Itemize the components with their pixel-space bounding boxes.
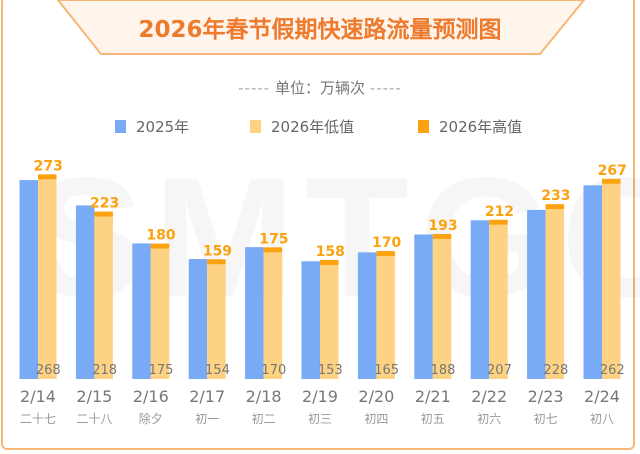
x-tick-lunar: 二十八 xyxy=(76,412,112,426)
bar-2025 xyxy=(301,261,320,379)
label-2026-high: 223 xyxy=(90,196,119,212)
bar-2026-low xyxy=(602,183,621,379)
legend-item-2026-low: 2026年低值 xyxy=(250,116,354,137)
bar-2026-low xyxy=(263,252,283,379)
bar-2026-high-cap xyxy=(94,211,113,217)
x-tick-date: 2/23 xyxy=(528,387,564,406)
label-2026-low: 228 xyxy=(543,363,568,378)
x-tick-date: 2/24 xyxy=(584,387,620,406)
bar-2026-high-cap xyxy=(150,243,170,249)
label-2026-high: 180 xyxy=(146,228,175,244)
legend-item-2026-high: 2026年高值 xyxy=(418,116,522,137)
x-tick-lunar: 初二 xyxy=(252,412,276,426)
x-tick-date: 2/16 xyxy=(133,387,169,406)
x-tick-date: 2/20 xyxy=(358,387,394,406)
bar-2026-low xyxy=(150,248,170,379)
bar-2025 xyxy=(583,185,602,379)
x-tick-date: 2/18 xyxy=(246,387,282,406)
x-tick-date: 2/15 xyxy=(76,387,112,406)
x-tick-date: 2/19 xyxy=(302,387,338,406)
x-tick-lunar: 二十七 xyxy=(20,412,56,426)
bar-2026-low xyxy=(207,264,226,379)
label-2026-high: 158 xyxy=(316,244,345,260)
legend-label: 2026年低值 xyxy=(271,118,355,136)
label-2026-low: 268 xyxy=(36,363,61,378)
label-2026-low: 218 xyxy=(92,363,117,378)
bar-2026-high-cap xyxy=(207,259,226,265)
legend: 2025年 2026年低值 2026年高值 xyxy=(0,116,640,136)
legend-swatch xyxy=(250,120,261,133)
bar-2026-high-cap xyxy=(602,178,621,184)
bar-2025 xyxy=(188,259,208,379)
bar-2026-low xyxy=(94,216,113,379)
bar-2025 xyxy=(527,209,546,379)
chart-title: 2026年春节假期快速路流量预测图 xyxy=(138,17,502,43)
bar-2026-high-cap xyxy=(545,204,565,210)
label-2026-low: 165 xyxy=(374,363,399,378)
legend-label: 2026年高值 xyxy=(439,118,523,136)
bar-2025 xyxy=(19,180,38,379)
bar-2026-low xyxy=(489,224,508,379)
bar-2025 xyxy=(357,252,377,379)
bar-2025 xyxy=(414,234,433,379)
label-2026-high: 273 xyxy=(34,158,63,174)
legend-swatch xyxy=(115,120,126,133)
x-tick-lunar: 初三 xyxy=(308,412,332,426)
label-2026-high: 170 xyxy=(372,235,401,251)
x-tick-date: 2/17 xyxy=(189,387,225,406)
label-2026-high: 267 xyxy=(598,163,627,179)
label-2026-low: 188 xyxy=(431,363,456,378)
label-2026-low: 175 xyxy=(149,363,174,378)
bar-2025 xyxy=(470,220,490,379)
x-tick-date: 2/14 xyxy=(20,387,56,406)
unit-label: ----- 单位：万辆次 ----- xyxy=(238,79,402,97)
bar-2026-high-cap xyxy=(376,251,395,257)
x-tick-date: 2/22 xyxy=(471,387,507,406)
bar-2026-low xyxy=(376,256,395,379)
title-banner xyxy=(57,0,585,55)
label-2026-low: 154 xyxy=(205,363,230,378)
x-tick-lunar: 初六 xyxy=(477,412,501,426)
bar-2025 xyxy=(245,247,264,379)
legend-swatch xyxy=(418,120,429,133)
label-2026-low: 207 xyxy=(487,363,512,378)
bar-2026-high-cap xyxy=(38,174,57,180)
bar-2025 xyxy=(132,243,151,379)
bar-2026-low xyxy=(38,179,57,379)
x-tick-lunar: 初七 xyxy=(534,412,558,426)
x-tick-lunar: 初四 xyxy=(364,412,388,426)
bar-2026-low xyxy=(320,265,339,379)
bar-2025 xyxy=(75,205,95,379)
x-tick-lunar: 初五 xyxy=(421,412,445,426)
label-2026-high: 193 xyxy=(428,218,457,234)
label-2026-high: 159 xyxy=(203,243,232,259)
bar-2026-high-cap xyxy=(432,233,452,239)
legend-label: 2025年 xyxy=(136,118,190,136)
label-2026-high: 175 xyxy=(259,231,288,247)
label-2026-low: 170 xyxy=(261,363,286,378)
label-2026-low: 153 xyxy=(318,363,343,378)
label-2026-high: 233 xyxy=(541,188,570,204)
bar-2026-low xyxy=(432,238,452,379)
bar-2026-high-cap xyxy=(263,247,283,253)
bar-2026-low xyxy=(545,209,565,379)
x-tick-date: 2/21 xyxy=(415,387,451,406)
label-2026-high: 212 xyxy=(485,204,514,220)
x-tick-lunar: 初八 xyxy=(590,412,614,426)
legend-item-2025: 2025年 xyxy=(115,116,189,137)
bar-2026-high-cap xyxy=(489,219,508,225)
unit-text: 单位：万辆次 xyxy=(274,79,365,97)
x-tick-lunar: 初一 xyxy=(195,412,219,426)
x-tick-lunar: 除夕 xyxy=(139,411,163,426)
label-2026-low: 262 xyxy=(600,363,625,378)
bar-2026-high-cap xyxy=(320,260,339,266)
